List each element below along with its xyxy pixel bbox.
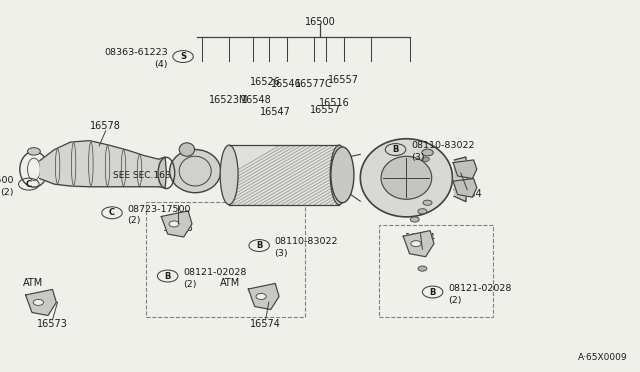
Text: 16574: 16574 [405, 233, 436, 243]
Text: 16500: 16500 [305, 17, 335, 27]
Text: 08723-17500: 08723-17500 [0, 176, 13, 185]
Circle shape [418, 209, 427, 214]
Circle shape [411, 241, 421, 247]
Circle shape [28, 148, 40, 155]
Text: B: B [429, 288, 436, 296]
Circle shape [33, 299, 44, 305]
Polygon shape [453, 179, 477, 197]
Text: 08723-17500: 08723-17500 [127, 205, 191, 214]
Text: A·65X0009: A·65X0009 [577, 353, 627, 362]
Circle shape [423, 200, 432, 205]
Text: 16573: 16573 [163, 223, 193, 232]
Polygon shape [453, 160, 477, 179]
Text: B: B [392, 145, 399, 154]
Text: 16574: 16574 [250, 320, 281, 329]
Circle shape [418, 266, 427, 271]
Text: B: B [164, 272, 171, 280]
Text: ATM: ATM [220, 278, 241, 288]
Text: (4): (4) [154, 60, 168, 69]
Text: C: C [26, 180, 32, 189]
Text: S: S [180, 52, 186, 61]
Text: 08121-02028: 08121-02028 [183, 268, 246, 277]
Circle shape [256, 294, 266, 299]
Text: (3): (3) [411, 153, 424, 162]
Text: 16523M: 16523M [209, 96, 249, 105]
Text: 16578: 16578 [90, 122, 121, 131]
Circle shape [410, 217, 419, 222]
Ellipse shape [170, 150, 221, 193]
Text: B: B [256, 241, 262, 250]
Text: 08110-83022: 08110-83022 [275, 237, 338, 246]
Polygon shape [26, 289, 56, 315]
Circle shape [422, 149, 433, 156]
Ellipse shape [360, 139, 452, 217]
Text: 16547: 16547 [260, 107, 291, 116]
Text: 16548: 16548 [241, 96, 271, 105]
Text: 16516: 16516 [319, 99, 349, 108]
Bar [146, 202, 305, 317]
Ellipse shape [179, 143, 195, 156]
Text: (2): (2) [448, 296, 461, 305]
Text: 16557: 16557 [310, 105, 340, 115]
Ellipse shape [381, 156, 432, 199]
Polygon shape [403, 231, 434, 257]
Text: (2): (2) [183, 280, 196, 289]
Text: 16526: 16526 [250, 77, 281, 87]
Text: C: C [109, 208, 115, 217]
Circle shape [169, 221, 179, 227]
Text: 08363-61223: 08363-61223 [104, 48, 168, 57]
Text: 08121-02028: 08121-02028 [448, 284, 511, 293]
Ellipse shape [331, 147, 354, 203]
Text: 16564: 16564 [452, 189, 483, 199]
Polygon shape [248, 283, 279, 310]
Text: 08110-83022: 08110-83022 [411, 141, 474, 150]
Text: 16557: 16557 [328, 75, 359, 85]
Text: SEE SEC.163: SEE SEC.163 [113, 171, 171, 180]
Ellipse shape [220, 145, 238, 205]
Bar [379, 225, 493, 317]
Circle shape [422, 157, 429, 161]
Ellipse shape [330, 145, 348, 205]
Text: 16546: 16546 [271, 79, 302, 89]
Polygon shape [454, 157, 467, 202]
Polygon shape [159, 157, 166, 188]
Text: ATM: ATM [23, 278, 44, 288]
Text: (2): (2) [127, 217, 141, 225]
Text: 16573: 16573 [37, 320, 68, 329]
Text: (3): (3) [275, 249, 288, 258]
Bar [229, 145, 339, 205]
Text: (2): (2) [0, 188, 13, 197]
Polygon shape [161, 211, 192, 237]
Text: 16577C: 16577C [295, 79, 332, 89]
